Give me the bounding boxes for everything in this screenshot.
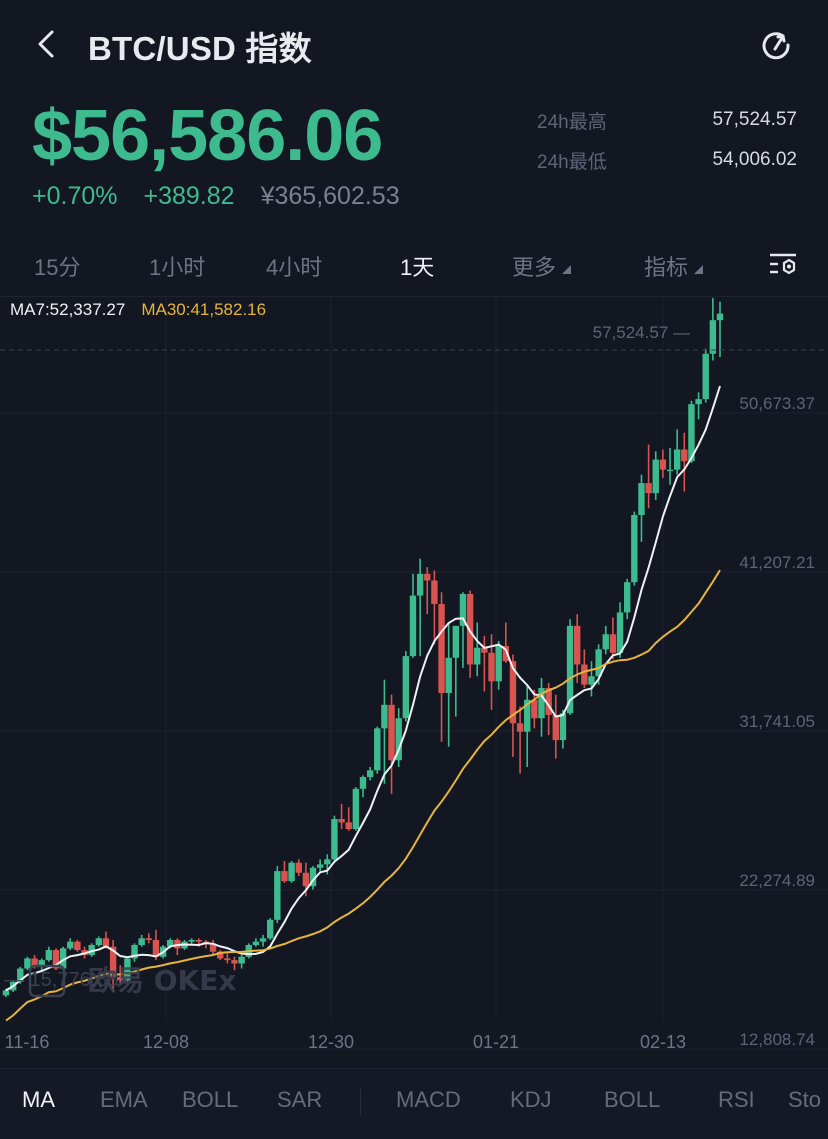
- tab-label: 更多: [512, 255, 557, 280]
- indicator-ema[interactable]: EMA: [100, 1087, 148, 1112]
- tab-indicators[interactable]: 指标: [644, 250, 704, 282]
- indicator-rsi[interactable]: RSI: [718, 1087, 755, 1112]
- tab-4h[interactable]: 4小时: [266, 250, 322, 282]
- cny-price: ¥365,602.53: [260, 182, 400, 210]
- svg-text:31,741.05: 31,741.05: [739, 712, 815, 731]
- indicator-bar: MA EMA BOLL SAR MACD KDJ BOLL RSI Sto: [0, 1068, 828, 1139]
- ma-legend: MA7:52,337.27 MA30:41,582.16: [10, 300, 266, 320]
- interval-tabs: 15分 1小时 4小时 1天 更多 指标: [0, 240, 828, 290]
- page-title: BTC/USD 指数: [88, 30, 312, 67]
- tab-1d[interactable]: 1天: [400, 250, 434, 282]
- indicator-boll-sub[interactable]: BOLL: [604, 1087, 661, 1112]
- ma30-value: MA30:41,582.16: [141, 300, 267, 319]
- x-tick: 11-16: [4, 1032, 50, 1052]
- tab-label: 1天: [400, 255, 435, 280]
- svg-text:50,673.37: 50,673.37: [739, 394, 815, 413]
- svg-text:12,808.74: 12,808.74: [739, 1030, 815, 1049]
- indicator-macd[interactable]: MACD: [396, 1087, 461, 1112]
- svg-text:— 15,776.88: — 15,776.88: [4, 969, 119, 991]
- dropdown-triangle-icon: [562, 265, 572, 274]
- indicator-sar[interactable]: SAR: [277, 1087, 323, 1112]
- candlestick-chart[interactable]: 50,673.37 41,207.21 31,741.05 22,274.89 12,8…: [0, 296, 828, 1068]
- 24h-high-row: 24h最高 57,524.57: [537, 100, 797, 140]
- indicator-boll-main[interactable]: BOLL: [182, 1087, 239, 1112]
- indicator-separator: [360, 1089, 361, 1115]
- x-tick: 01-21: [472, 1032, 520, 1052]
- x-tick: 12-30: [307, 1032, 355, 1052]
- 24h-high-label: 24h最高: [537, 111, 607, 133]
- x-tick: 12-08: [142, 1032, 190, 1052]
- indicator-ma[interactable]: MA: [22, 1087, 55, 1112]
- last-price: $56,586.06: [32, 96, 383, 176]
- tab-more[interactable]: 更多: [512, 250, 572, 282]
- svg-text:57,524.57 —: 57,524.57 —: [593, 323, 690, 342]
- 24h-low-value: 54,006.02: [712, 149, 797, 170]
- 24h-low-label: 24h最低: [537, 151, 607, 173]
- chart-settings-icon: [770, 253, 796, 275]
- x-tick: 02-13: [639, 1032, 687, 1052]
- tab-label: 指标: [644, 255, 689, 280]
- dropdown-triangle-icon: [694, 265, 704, 274]
- top-bar: BTC/USD 指数: [0, 0, 828, 90]
- ma7-value: MA7:52,337.27: [10, 300, 126, 319]
- share-button[interactable]: [756, 26, 796, 66]
- 24h-high-value: 57,524.57: [712, 109, 797, 130]
- tab-label: 15分: [34, 255, 81, 280]
- chevron-left-icon: [38, 30, 54, 58]
- indicator-sto[interactable]: Sto: [788, 1087, 822, 1112]
- change-percent: +0.70%: [32, 182, 118, 210]
- price-change-row: +0.70% +389.82 ¥365,602.53: [32, 182, 400, 211]
- svg-text:41,207.21: 41,207.21: [739, 553, 815, 572]
- 24h-stats: 24h最高 57,524.57 24h最低 54,006.02: [537, 100, 797, 180]
- svg-text:欧易 OKEx: 欧易 OKEx: [88, 964, 236, 997]
- tab-label: 4小时: [266, 255, 323, 280]
- svg-text:22,274.89: 22,274.89: [739, 871, 815, 890]
- x-axis: 11-16 12-08 12-30 01-21 02-13: [0, 1032, 828, 1062]
- change-amount: +389.82: [143, 182, 235, 210]
- chart-settings-button[interactable]: [768, 252, 800, 278]
- 24h-low-row: 24h最低 54,006.02: [537, 140, 797, 180]
- tab-15m[interactable]: 15分: [34, 250, 80, 282]
- divider: [0, 296, 828, 297]
- back-button[interactable]: [30, 24, 64, 64]
- indicator-kdj[interactable]: KDJ: [510, 1087, 552, 1112]
- tab-label: 1小时: [149, 255, 206, 280]
- share-icon: [762, 32, 790, 60]
- tab-1h[interactable]: 1小时: [149, 250, 205, 282]
